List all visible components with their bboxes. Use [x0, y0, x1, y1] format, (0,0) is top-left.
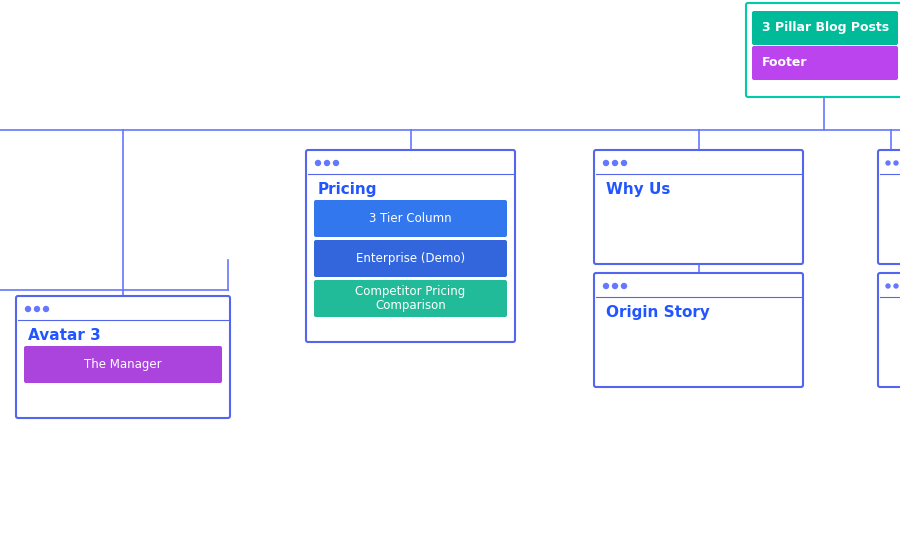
FancyBboxPatch shape	[878, 150, 900, 264]
FancyBboxPatch shape	[306, 150, 515, 342]
Text: 3 Tier Column: 3 Tier Column	[369, 212, 452, 225]
FancyBboxPatch shape	[314, 240, 507, 277]
FancyBboxPatch shape	[16, 296, 230, 418]
Circle shape	[886, 161, 890, 165]
Circle shape	[604, 284, 608, 288]
Text: Enterprise (Demo): Enterprise (Demo)	[356, 252, 465, 265]
Circle shape	[886, 284, 890, 288]
Circle shape	[316, 160, 320, 166]
Circle shape	[894, 161, 898, 165]
Circle shape	[622, 284, 626, 288]
FancyBboxPatch shape	[878, 273, 900, 387]
Circle shape	[894, 284, 898, 288]
Text: Avatar 3: Avatar 3	[28, 328, 101, 343]
Circle shape	[622, 160, 626, 166]
Circle shape	[334, 160, 338, 166]
Text: The Manager: The Manager	[85, 358, 162, 371]
Text: Pricing: Pricing	[318, 182, 377, 197]
FancyBboxPatch shape	[594, 150, 803, 264]
FancyBboxPatch shape	[594, 273, 803, 387]
FancyBboxPatch shape	[24, 346, 222, 383]
Text: Why Us: Why Us	[606, 182, 670, 197]
FancyBboxPatch shape	[314, 280, 507, 317]
FancyBboxPatch shape	[746, 3, 900, 97]
Circle shape	[613, 284, 617, 288]
FancyBboxPatch shape	[752, 11, 898, 45]
Circle shape	[325, 160, 329, 166]
Text: Origin Story: Origin Story	[606, 305, 710, 320]
Text: Competitor Pricing
Comparison: Competitor Pricing Comparison	[356, 285, 465, 312]
Circle shape	[604, 160, 608, 166]
FancyBboxPatch shape	[752, 46, 898, 80]
Circle shape	[25, 307, 31, 311]
FancyBboxPatch shape	[314, 200, 507, 237]
Circle shape	[34, 307, 40, 311]
Text: 3 Pillar Blog Posts: 3 Pillar Blog Posts	[762, 21, 889, 34]
Text: Footer: Footer	[762, 56, 807, 70]
Circle shape	[43, 307, 49, 311]
Circle shape	[613, 160, 617, 166]
